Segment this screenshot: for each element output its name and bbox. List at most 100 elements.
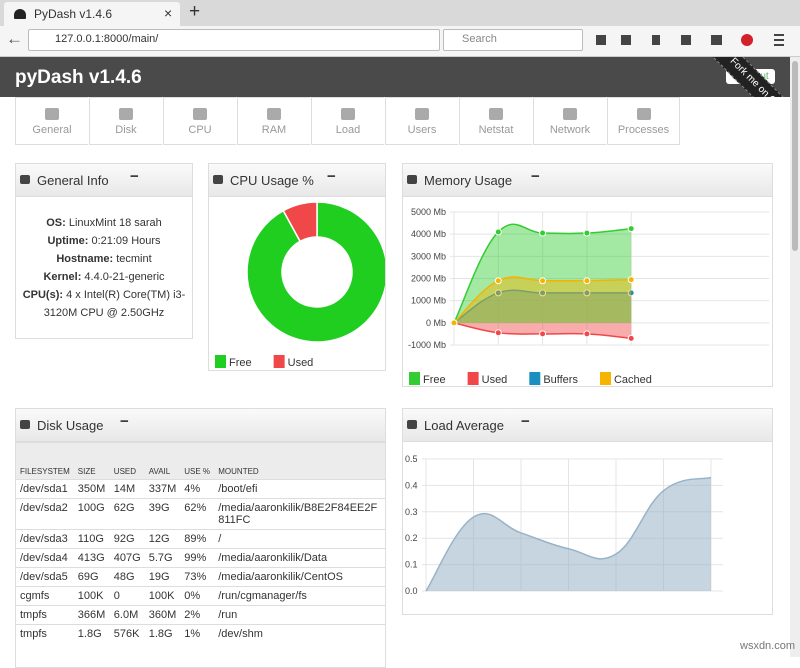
nav-icon [415, 108, 429, 120]
legend-label: Used [482, 374, 508, 386]
minimize[interactable]: − [521, 413, 530, 430]
table-row: cgmfs 100K 0 100K 0%/run/cgmanager/fs [16, 586, 385, 606]
menu[interactable] [774, 34, 786, 36]
general-info-body: OS: LinuxMint 18 sarah Uptime: 0:21:09 Ho… [16, 197, 192, 322]
nav-item[interactable]: General [15, 97, 88, 145]
table-cell: 99% [180, 548, 215, 568]
panel-title: Disk Usage [37, 418, 104, 433]
nav-icon [119, 108, 133, 120]
memory-chart: -1000 Mb 0 Mb 1000 Mb 2000 Mb 3000 Mb 4000 Mb… [408, 207, 769, 386]
nav-label: Load [335, 124, 361, 136]
search-box[interactable]: Search [443, 29, 583, 51]
y-tick-label: 0.4 [405, 480, 418, 490]
panel-icon [213, 175, 223, 184]
search-placeholder: Search [462, 33, 497, 45]
nav-item[interactable]: Users [385, 97, 458, 145]
legend-label: Used [288, 357, 314, 369]
table-cell: tmpfs [16, 605, 74, 625]
toolbar-icons [594, 34, 786, 46]
panel-header: Load Average − [403, 409, 772, 442]
nav-item[interactable]: Disk [89, 97, 162, 145]
nav-item[interactable]: Load [311, 97, 384, 145]
nav-item[interactable]: Processes [607, 97, 680, 145]
info-value: 4.4.0-21-generic [84, 271, 165, 283]
table-cell: 100G [73, 498, 110, 530]
table-cell: tmpfs [16, 624, 74, 643]
y-tick-label: 4000 Mb [411, 229, 446, 239]
minimize[interactable]: − [531, 168, 540, 185]
scrollbar[interactable] [790, 57, 800, 657]
column-header: AVAIL [144, 442, 181, 480]
menu[interactable] [774, 44, 786, 46]
point [539, 229, 547, 237]
point [539, 330, 547, 338]
table-row: /dev/sda2 100G 62G 39G 62%/media/aaronkilik/… [16, 498, 385, 530]
watermark: wsxdn.com [740, 640, 796, 652]
column-header: USE % [180, 442, 215, 480]
y-tick-label: 0.2 [405, 533, 418, 543]
nav-label: Netstat [478, 124, 514, 136]
table-cell: 92G [109, 529, 145, 549]
menu[interactable] [774, 39, 786, 41]
nav-item[interactable]: Netstat [459, 97, 532, 145]
disk-table: FILESYSTEM SIZE USED AVAIL USE % MOUNTED/dev/… [16, 442, 385, 643]
info-value: 4 x Intel(R) Core(TM) i3-3120M CPU @ 2.5… [43, 289, 186, 319]
nav-label: CPU [188, 124, 212, 136]
info-row: Hostname: tecmint [22, 250, 186, 268]
table-cell: cgmfs [16, 586, 74, 606]
table-cell: /dev/shm [214, 624, 385, 643]
table-cell: /media/aaronkilik/B8E2F84EE2F811FC [214, 498, 385, 530]
toolbar: ← 127.0.0.1:8000/main/ Search [0, 26, 800, 57]
table-row: tmpfs 366M 6.0M 360M 2%/run [16, 605, 385, 625]
icon[interactable] [621, 35, 631, 45]
area [454, 290, 632, 323]
panel-title: General Info [37, 173, 109, 188]
tab-close[interactable]: × [164, 5, 173, 21]
nav-bar: General Disk CPU RAM Load Users Netstat Network… [15, 97, 715, 146]
y-tick-label: 2000 Mb [411, 274, 446, 284]
nav-item[interactable]: CPU [163, 97, 236, 145]
panel-icon [407, 175, 417, 184]
table-cell: /dev/sda4 [16, 548, 74, 568]
nav-icon [193, 108, 207, 120]
icon[interactable] [711, 35, 722, 45]
icon[interactable] [741, 34, 753, 46]
minimize[interactable]: − [120, 413, 129, 430]
table-cell: 62% [180, 498, 215, 530]
nav-item[interactable]: Network [533, 97, 606, 145]
table-cell: 0 [109, 586, 145, 606]
legend-swatch [215, 355, 226, 368]
table-header-row: FILESYSTEM SIZE USED AVAIL USE % MOUNTED [16, 442, 385, 480]
line [425, 476, 712, 592]
minimize[interactable]: − [130, 168, 139, 185]
new-tab[interactable]: + [189, 1, 201, 22]
icon[interactable] [596, 35, 606, 45]
github-ribbon[interactable]: Fork me on GitHub [695, 57, 790, 97]
info-key: Kernel: [43, 271, 82, 283]
y-tick-label: 0.0 [405, 586, 418, 596]
url-bar[interactable]: 127.0.0.1:8000/main/ [28, 29, 440, 51]
legend-swatch [529, 372, 541, 385]
disk-panel: Disk Usage − FILESYSTEM SIZE USED AVAIL USE %… [15, 408, 386, 668]
back-button[interactable]: ← [6, 29, 23, 48]
table-cell: 407G [109, 548, 145, 568]
nav-item[interactable]: RAM [237, 97, 310, 145]
table-cell: /dev/sda1 [16, 479, 74, 499]
tab[interactable]: PyDash v1.4.6 × [4, 2, 180, 26]
point [583, 229, 591, 237]
table-cell: / [214, 529, 385, 549]
table-cell: 39G [144, 498, 181, 530]
info-key: Hostname: [56, 253, 114, 265]
minimize[interactable]: − [327, 168, 336, 185]
y-tick-label: 0.5 [405, 454, 418, 464]
icon[interactable] [681, 35, 691, 45]
table-cell: /dev/sda5 [16, 567, 74, 587]
icon[interactable] [652, 35, 660, 45]
table-cell: /media/aaronkilik/CentOS [214, 567, 385, 587]
point [583, 277, 591, 285]
scroll-thumb[interactable] [792, 61, 798, 251]
load-chart: 0.0 0.1 0.2 0.3 0.4 0.5 [405, 454, 723, 596]
legend-label: Cached [614, 374, 652, 386]
panel-header: Disk Usage − [16, 409, 385, 442]
nav-icon [636, 108, 651, 120]
